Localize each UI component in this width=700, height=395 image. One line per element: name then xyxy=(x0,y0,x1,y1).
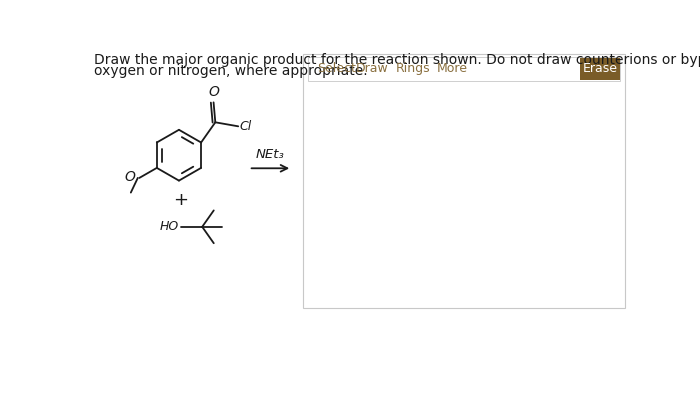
Text: More: More xyxy=(436,62,468,75)
Text: Erase: Erase xyxy=(582,62,617,75)
Bar xyxy=(307,56,620,81)
Text: Select: Select xyxy=(317,62,356,75)
Text: +: + xyxy=(173,191,188,209)
Text: Cl: Cl xyxy=(239,120,251,133)
Text: O: O xyxy=(209,85,220,98)
Bar xyxy=(580,58,620,80)
Text: Draw the major organic product for the reaction shown. Do not draw counterions o: Draw the major organic product for the r… xyxy=(94,53,700,67)
Text: NEt₃: NEt₃ xyxy=(256,148,285,161)
Text: HO: HO xyxy=(160,220,179,233)
Text: oxygen or nitrogen, where appropriate.: oxygen or nitrogen, where appropriate. xyxy=(94,64,368,77)
Text: Rings: Rings xyxy=(396,62,430,75)
Text: Draw: Draw xyxy=(356,62,389,75)
Bar xyxy=(303,54,624,308)
Text: O: O xyxy=(125,170,136,184)
